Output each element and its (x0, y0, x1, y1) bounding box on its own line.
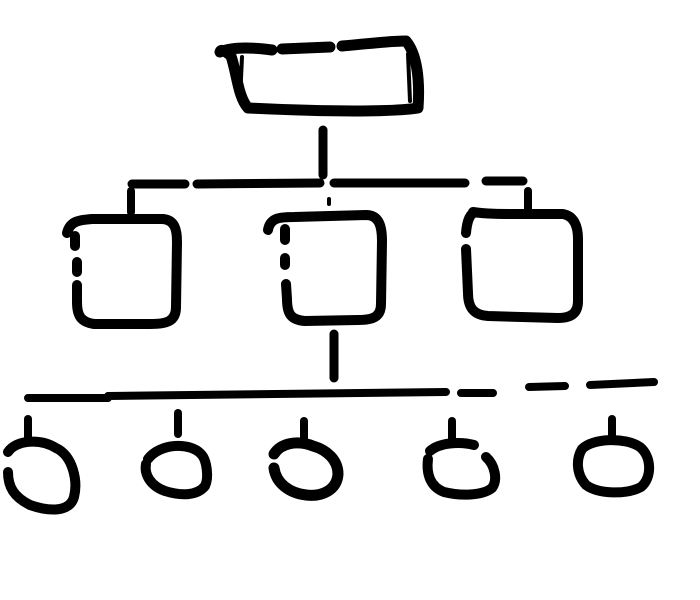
level-2-nodes (62, 207, 583, 329)
top-node (214, 35, 425, 117)
top-node-inner-edge (238, 52, 412, 103)
level-3-circle-4 (422, 438, 501, 500)
level-2-node-left (62, 214, 182, 329)
top-node-box (214, 35, 425, 117)
level-2-node-right (461, 207, 583, 323)
level-3-bus (24, 378, 658, 402)
level-2-bus (127, 176, 528, 189)
level-3-circle-5 (572, 435, 655, 498)
level-3-circle-3 (268, 437, 344, 501)
level-3-circle-1 (3, 436, 81, 515)
level-3-circle-2 (140, 440, 213, 500)
level-3-nodes (3, 435, 655, 515)
connector-lines (24, 125, 658, 445)
level-2-node-middle (263, 210, 387, 326)
